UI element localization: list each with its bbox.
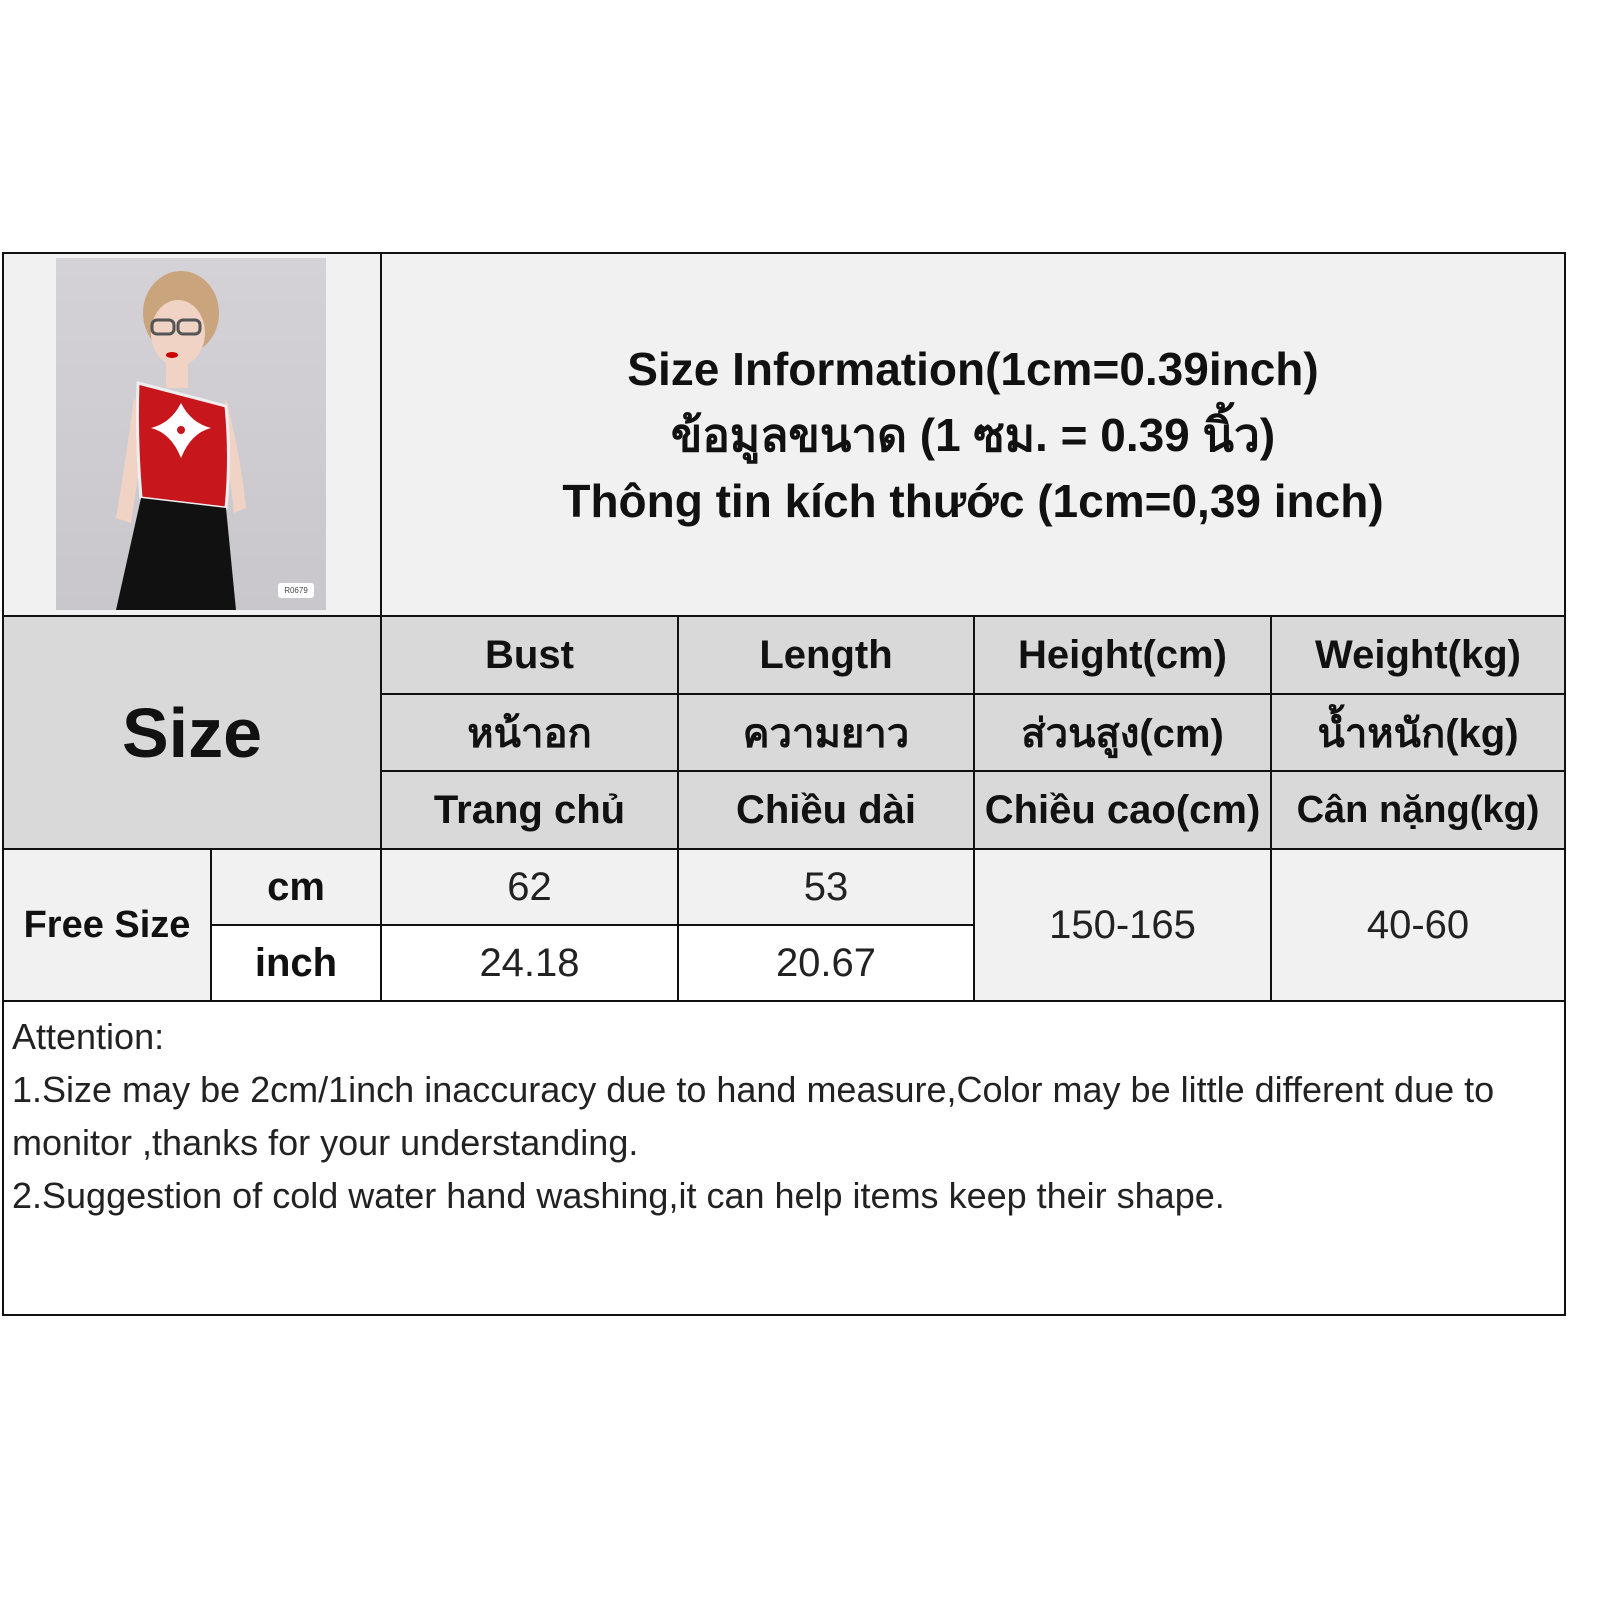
bust-inch-value: 24.18 [380, 924, 679, 1002]
attention-notes: Attention: 1.Size may be 2cm/1inch inacc… [2, 1000, 1566, 1316]
title-english: Size Information(1cm=0.39inch) [627, 342, 1319, 395]
attention-heading: Attention: [12, 1016, 165, 1057]
size-name-free-size: Free Size [2, 848, 212, 1002]
header-height-th: ส่วนสูง(cm) [973, 693, 1272, 772]
title-vietnamese: Thông tin kích thước (1cm=0,39 inch) [562, 474, 1384, 527]
attention-note-2: 2.Suggestion of cold water hand washing,… [12, 1175, 1225, 1216]
length-cm-value: 53 [677, 848, 975, 926]
title-thai: ข้อมูลขนาด (1 ซม. = 0.39 นิ้ว) [670, 408, 1276, 461]
header-bust-th: หน้าอก [380, 693, 679, 772]
header-height-vi: Chiều cao(cm) [973, 770, 1272, 850]
bust-cm-value: 62 [380, 848, 679, 926]
size-information-title: Size Information(1cm=0.39inch) ข้อมูลขนา… [380, 252, 1566, 617]
header-length-en: Length [677, 615, 975, 695]
header-weight-th: น้ำหนัก(kg) [1270, 693, 1566, 772]
header-weight-en: Weight(kg) [1270, 615, 1566, 695]
attention-note-1: 1.Size may be 2cm/1inch inaccuracy due t… [12, 1069, 1495, 1163]
header-height-en: Height(cm) [973, 615, 1272, 695]
size-header: Size [2, 615, 382, 850]
unit-inch: inch [210, 924, 382, 1002]
header-bust-vi: Trang chủ [380, 770, 679, 850]
height-value: 150-165 [973, 848, 1272, 1002]
weight-value: 40-60 [1270, 848, 1566, 1002]
product-photo: R0679 [56, 258, 326, 610]
product-tag: R0679 [278, 583, 314, 598]
header-length-vi: Chiều dài [677, 770, 975, 850]
unit-cm: cm [210, 848, 382, 926]
header-length-th: ความยาว [677, 693, 975, 772]
length-inch-value: 20.67 [677, 924, 975, 1002]
header-bust-en: Bust [380, 615, 679, 695]
model-photo-icon [116, 271, 246, 610]
header-weight-vi: Cân nặng(kg) [1270, 770, 1566, 850]
